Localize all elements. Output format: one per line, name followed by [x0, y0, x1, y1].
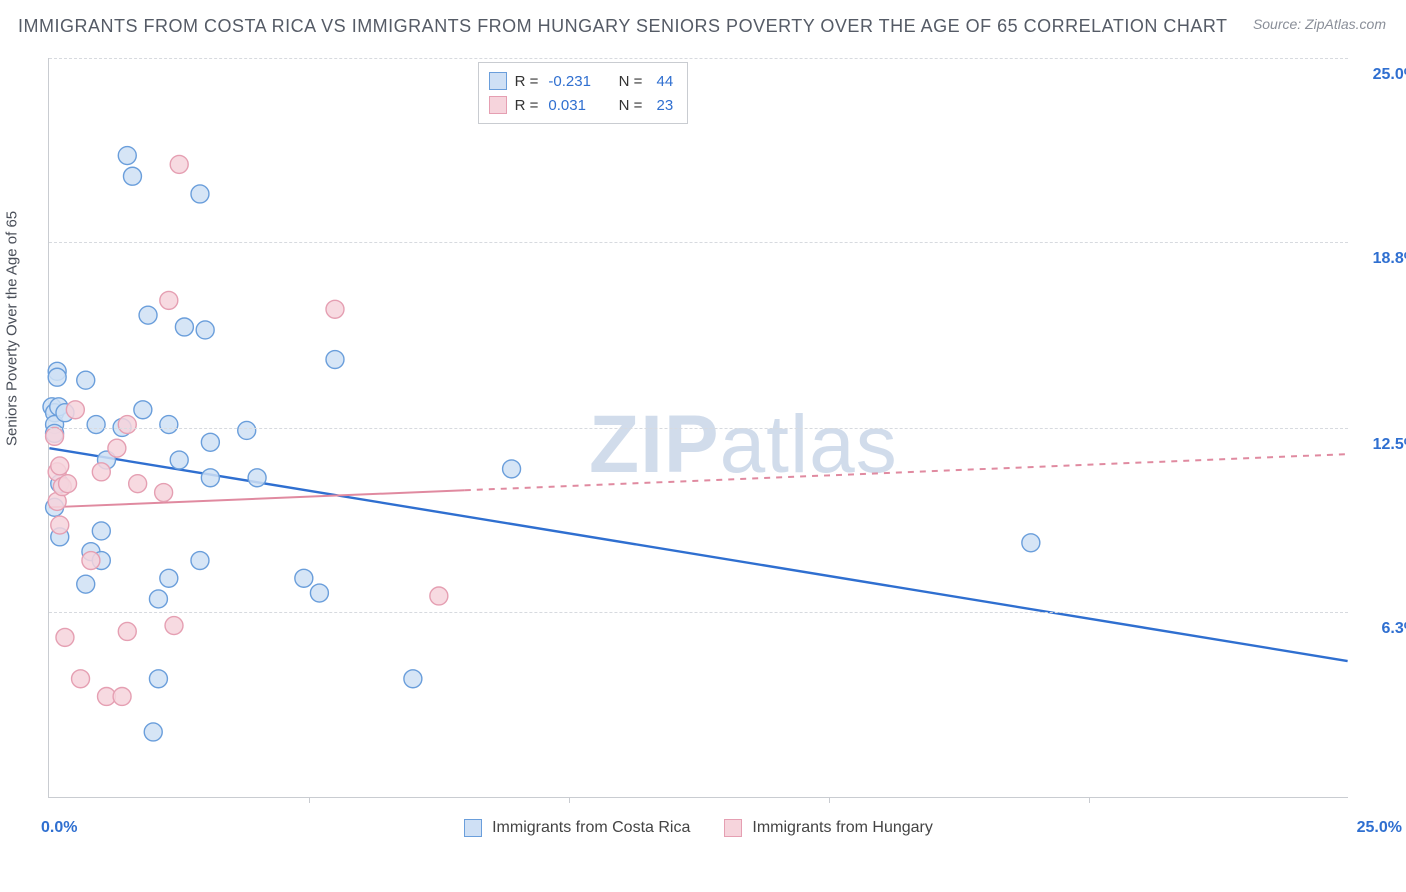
series-legend-item: Immigrants from Hungary	[724, 819, 933, 837]
data-point	[160, 291, 178, 309]
legend-swatch	[464, 819, 482, 837]
data-point	[87, 416, 105, 434]
y-axis-title: Seniors Poverty Over the Age of 65	[4, 211, 21, 446]
legend-n-label: N =	[614, 97, 642, 114]
legend-swatch	[489, 96, 507, 114]
stats-legend-row: R = -0.231 N = 44	[489, 69, 674, 93]
data-point	[165, 617, 183, 635]
data-point	[118, 147, 136, 165]
series-legend-label: Immigrants from Costa Rica	[492, 819, 690, 837]
gridline	[49, 58, 1348, 59]
data-point	[66, 401, 84, 419]
data-point	[113, 688, 131, 706]
data-point	[129, 475, 147, 493]
data-point	[149, 590, 167, 608]
data-point	[160, 569, 178, 587]
data-point	[430, 587, 448, 605]
data-point	[310, 584, 328, 602]
legend-r-value: 0.031	[548, 97, 606, 114]
data-point	[144, 723, 162, 741]
data-point	[196, 321, 214, 339]
legend-r-label: R =	[515, 73, 539, 90]
legend-n-label: N =	[614, 73, 642, 90]
data-point	[46, 427, 64, 445]
data-point	[118, 622, 136, 640]
data-point	[72, 670, 90, 688]
x-tick	[569, 797, 570, 803]
data-point	[149, 670, 167, 688]
trend-line	[49, 490, 464, 507]
data-point	[51, 457, 69, 475]
trend-line-dashed	[465, 454, 1348, 490]
x-tick	[1089, 797, 1090, 803]
data-point	[118, 416, 136, 434]
data-point	[77, 371, 95, 389]
data-point	[51, 516, 69, 534]
data-point	[82, 552, 100, 570]
data-point	[191, 185, 209, 203]
legend-n-value: 44	[652, 73, 673, 90]
gridline	[49, 428, 1348, 429]
data-point	[160, 416, 178, 434]
data-point	[134, 401, 152, 419]
data-point	[170, 451, 188, 469]
series-legend: 0.0% 25.0% Immigrants from Costa RicaImm…	[49, 819, 1348, 837]
data-point	[139, 306, 157, 324]
data-point	[108, 439, 126, 457]
series-legend-label: Immigrants from Hungary	[752, 819, 933, 837]
x-tick	[829, 797, 830, 803]
data-point	[191, 552, 209, 570]
data-point	[59, 475, 77, 493]
stats-legend-row: R = 0.031 N = 23	[489, 93, 674, 117]
x-axis-max-label: 25.0%	[1357, 819, 1402, 837]
y-tick-label: 12.5%	[1358, 436, 1406, 454]
data-point	[123, 167, 141, 185]
x-axis-min-label: 0.0%	[41, 819, 77, 837]
data-point	[92, 522, 110, 540]
legend-r-label: R =	[515, 97, 539, 114]
data-point	[56, 628, 74, 646]
y-tick-label: 25.0%	[1358, 66, 1406, 84]
data-point	[404, 670, 422, 688]
data-point	[48, 368, 66, 386]
data-point	[77, 575, 95, 593]
data-point	[1022, 534, 1040, 552]
legend-n-value: 23	[652, 97, 673, 114]
series-legend-item: Immigrants from Costa Rica	[464, 819, 690, 837]
data-point	[326, 351, 344, 369]
y-tick-label: 18.8%	[1358, 250, 1406, 268]
data-point	[201, 469, 219, 487]
page-title: IMMIGRANTS FROM COSTA RICA VS IMMIGRANTS…	[18, 16, 1228, 37]
legend-swatch	[489, 72, 507, 90]
data-point	[170, 155, 188, 173]
y-tick-label: 6.3%	[1358, 620, 1406, 638]
scatter-plot: ZIPatlas R =-0.231 N = 44R =0.031 N = 23…	[48, 58, 1348, 798]
data-point	[326, 300, 344, 318]
data-point	[238, 421, 256, 439]
data-point	[175, 318, 193, 336]
data-point	[295, 569, 313, 587]
gridline	[49, 612, 1348, 613]
stats-legend: R = -0.231 N = 44 R = 0.031 N = 23	[478, 62, 689, 124]
data-point	[155, 484, 173, 502]
trend-line	[49, 448, 1347, 661]
data-point	[503, 460, 521, 478]
title-bar: IMMIGRANTS FROM COSTA RICA VS IMMIGRANTS…	[18, 16, 1386, 37]
data-point	[201, 433, 219, 451]
x-tick	[309, 797, 310, 803]
source-label: Source: ZipAtlas.com	[1253, 16, 1386, 32]
data-point	[92, 463, 110, 481]
data-point	[248, 469, 266, 487]
gridline	[49, 242, 1348, 243]
legend-swatch	[724, 819, 742, 837]
legend-r-value: -0.231	[548, 73, 606, 90]
